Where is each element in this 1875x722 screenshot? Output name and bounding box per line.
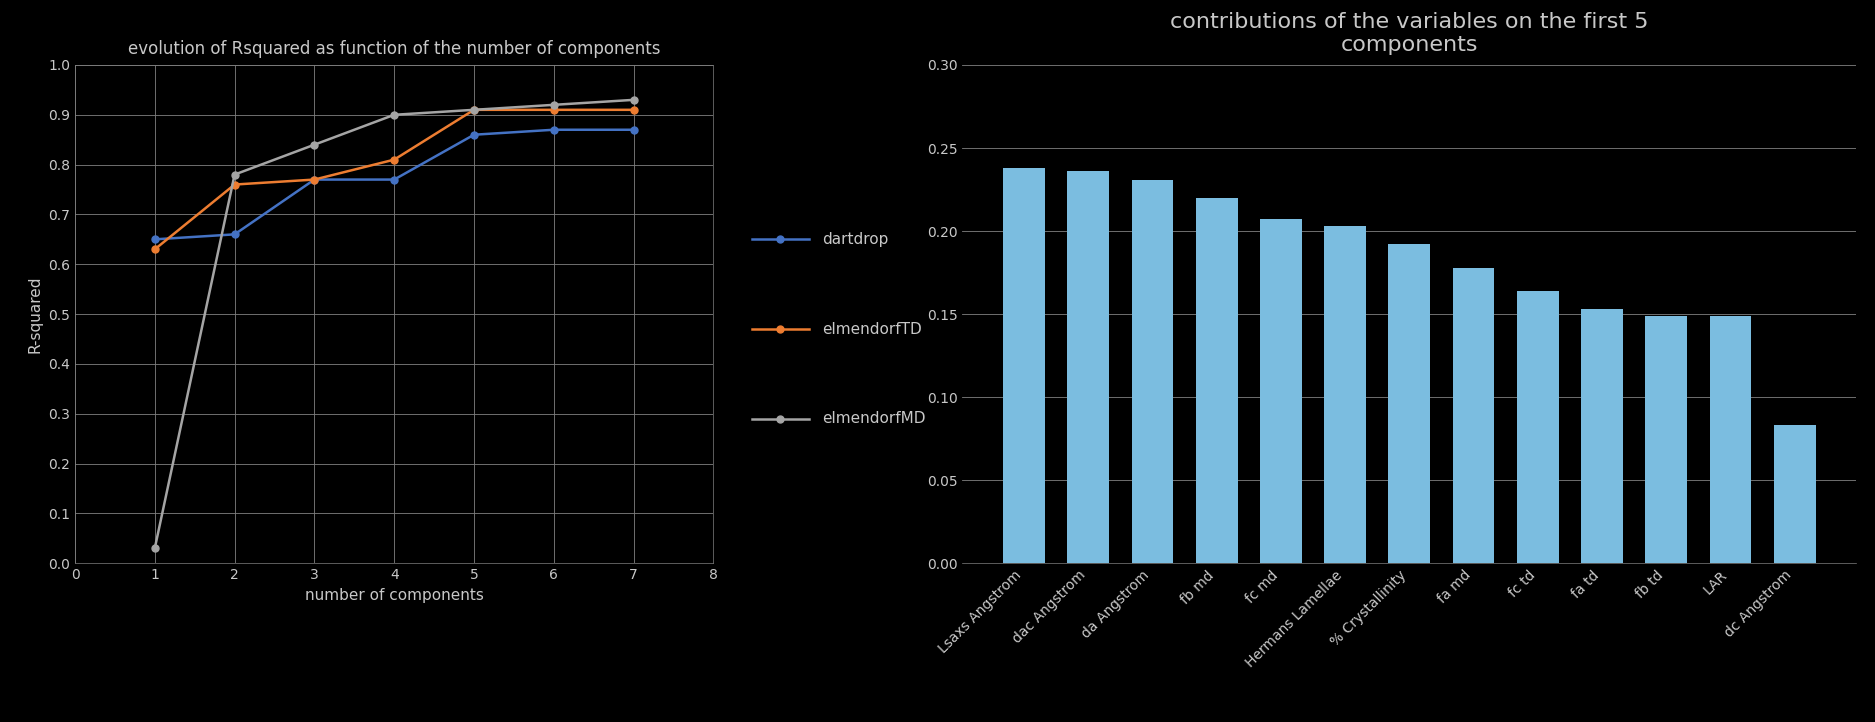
- dartdrop: [382, 175, 405, 184]
- Title: evolution of Rsquared as function of the number of components: evolution of Rsquared as function of the…: [128, 40, 660, 58]
- elmendorfTD: [382, 155, 405, 164]
- elmendorfMD: [382, 110, 405, 119]
- Line: dartdrop: dartdrop: [152, 126, 638, 243]
- elmendorfMD: [463, 105, 486, 114]
- Text: elmendorfMD: elmendorfMD: [823, 412, 926, 426]
- Text: elmendorfTD: elmendorfTD: [823, 321, 922, 336]
- elmendorfMD: [542, 100, 564, 109]
- dartdrop: [622, 126, 645, 134]
- dartdrop: [304, 175, 326, 184]
- Bar: [1517, 291, 1558, 563]
- elmendorfMD: [223, 170, 246, 179]
- elmendorfMD: [144, 544, 167, 552]
- Line: elmendorfTD: elmendorfTD: [152, 106, 638, 253]
- elmendorfMD: [304, 140, 326, 149]
- dartdrop: [144, 235, 167, 244]
- Title: contributions of the variables on the first 5
components: contributions of the variables on the fi…: [1170, 12, 1648, 55]
- Bar: [1389, 244, 1431, 563]
- Bar: [1646, 316, 1688, 563]
- Bar: [1324, 226, 1367, 563]
- elmendorfTD: [304, 175, 326, 184]
- Bar: [1131, 180, 1174, 563]
- Bar: [1581, 309, 1624, 563]
- dartdrop: [223, 230, 246, 239]
- Bar: [1453, 268, 1494, 563]
- Text: dartdrop: dartdrop: [823, 232, 889, 247]
- Bar: [1260, 219, 1301, 563]
- elmendorfTD: [144, 245, 167, 253]
- Bar: [1774, 425, 1815, 563]
- elmendorfMD: [622, 95, 645, 104]
- elmendorfTD: [542, 105, 564, 114]
- dartdrop: [542, 126, 564, 134]
- Bar: [1196, 198, 1238, 563]
- elmendorfTD: [223, 180, 246, 189]
- dartdrop: [463, 131, 486, 139]
- Bar: [1710, 316, 1751, 563]
- Bar: [1067, 171, 1108, 563]
- X-axis label: number of components: number of components: [306, 588, 484, 603]
- Line: elmendorfMD: elmendorfMD: [152, 96, 638, 552]
- elmendorfTD: [622, 105, 645, 114]
- Y-axis label: R-squared: R-squared: [28, 275, 43, 353]
- elmendorfTD: [463, 105, 486, 114]
- Bar: [1003, 168, 1044, 563]
